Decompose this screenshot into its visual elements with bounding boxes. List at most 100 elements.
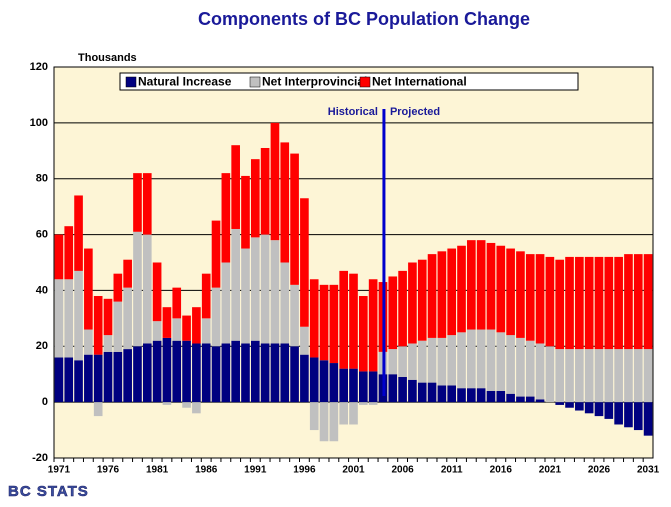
bar-segment (329, 402, 339, 442)
y-tick-label: -20 (32, 452, 48, 464)
bar-segment (270, 122, 280, 241)
bar-segment (84, 248, 93, 330)
y-tick-label: 40 (36, 284, 48, 296)
bar-segment (349, 273, 358, 369)
bar-segment (506, 393, 515, 403)
bar-segment (201, 273, 211, 319)
bar-segment (201, 343, 211, 403)
bar-segment (555, 349, 565, 403)
bar-segment (486, 390, 496, 403)
bar-segment (358, 402, 368, 405)
bar-segment (241, 175, 250, 249)
bar-segment (280, 262, 290, 344)
bar-segment (575, 402, 584, 411)
bar-segment (427, 382, 437, 403)
bar-segment (408, 262, 417, 344)
bar-segment (93, 296, 103, 355)
bar-segment (172, 318, 182, 341)
bar-segment (408, 343, 417, 380)
bar-segment (300, 354, 309, 403)
bar-segment (624, 402, 633, 428)
bar-segment (192, 343, 201, 403)
bar-segment (64, 226, 74, 280)
bar-segment (604, 402, 614, 419)
bar-segment (290, 346, 299, 403)
bar-segment (280, 343, 290, 403)
bar-segment (535, 343, 545, 400)
bar-segment (339, 270, 349, 369)
bar-segment (457, 245, 466, 333)
x-tick-label: 1991 (244, 465, 267, 476)
annotation: Historical (328, 106, 378, 118)
bar-segment (476, 240, 486, 330)
bar-segment (319, 402, 329, 442)
bar-segment (250, 159, 260, 238)
bar-segment (643, 402, 653, 436)
x-tick-label: 1981 (146, 465, 169, 476)
bar-segment (388, 374, 398, 403)
bar-segment (260, 234, 270, 344)
bar-segment (417, 259, 427, 341)
bar-segment (486, 242, 496, 330)
x-tick-label: 1996 (293, 465, 316, 476)
bar-segment (594, 402, 604, 417)
bar-segment (142, 173, 152, 235)
bar-segment (545, 256, 555, 347)
bar-segment (74, 360, 83, 403)
bar-segment (221, 343, 231, 403)
legend-label: Net International (372, 75, 467, 89)
bar-segment (368, 402, 378, 405)
bar-segment (349, 368, 358, 403)
bar-segment (270, 240, 280, 344)
bar-segment (123, 259, 132, 288)
x-tick-label: 2026 (588, 465, 611, 476)
bar-segment (172, 340, 182, 403)
bar-segment (142, 343, 152, 403)
bar-segment (584, 256, 594, 350)
bar-segment (555, 259, 565, 350)
bar-segment (113, 273, 123, 302)
bar-segment (398, 270, 407, 347)
bar-segment (300, 326, 309, 355)
bar-segment (368, 371, 378, 403)
bar-segment (633, 402, 643, 431)
bar-segment (290, 153, 299, 285)
bar-segment (388, 349, 398, 375)
bar-segment (614, 402, 623, 425)
bar-segment (447, 335, 457, 386)
bar-segment (182, 402, 191, 408)
bar-segment (339, 368, 349, 403)
bar-segment (339, 402, 349, 425)
bar-segment (231, 145, 240, 229)
bar-segment (496, 390, 506, 403)
bar-segment (54, 234, 64, 280)
bar-segment (152, 321, 162, 341)
bar-segment (84, 329, 93, 355)
bar-segment (417, 382, 427, 403)
bar-segment (231, 340, 240, 403)
bar-segment (221, 262, 231, 344)
bar-segment (280, 142, 290, 263)
bar-segment (172, 287, 182, 319)
bar-segment (633, 254, 643, 350)
bar-segment (584, 349, 594, 403)
bar-segment (349, 402, 358, 425)
legend-box (119, 72, 579, 91)
bar-segment (84, 354, 93, 403)
annotation: Projected (390, 106, 440, 118)
bar-segment (241, 343, 250, 403)
legend-swatch (359, 76, 371, 88)
bar-segment (64, 279, 74, 358)
bar-segment (594, 256, 604, 350)
bar-segment (329, 284, 339, 364)
bar-segment (535, 254, 545, 344)
bar-segment (162, 402, 172, 405)
bar-segment (221, 173, 231, 263)
bar-segment (614, 349, 623, 403)
bar-segment (54, 357, 64, 403)
bar-segment (290, 284, 299, 347)
bar-segment (555, 402, 565, 405)
bar-segment (231, 228, 240, 341)
bar-segment (427, 254, 437, 338)
bar-segment (467, 329, 476, 389)
